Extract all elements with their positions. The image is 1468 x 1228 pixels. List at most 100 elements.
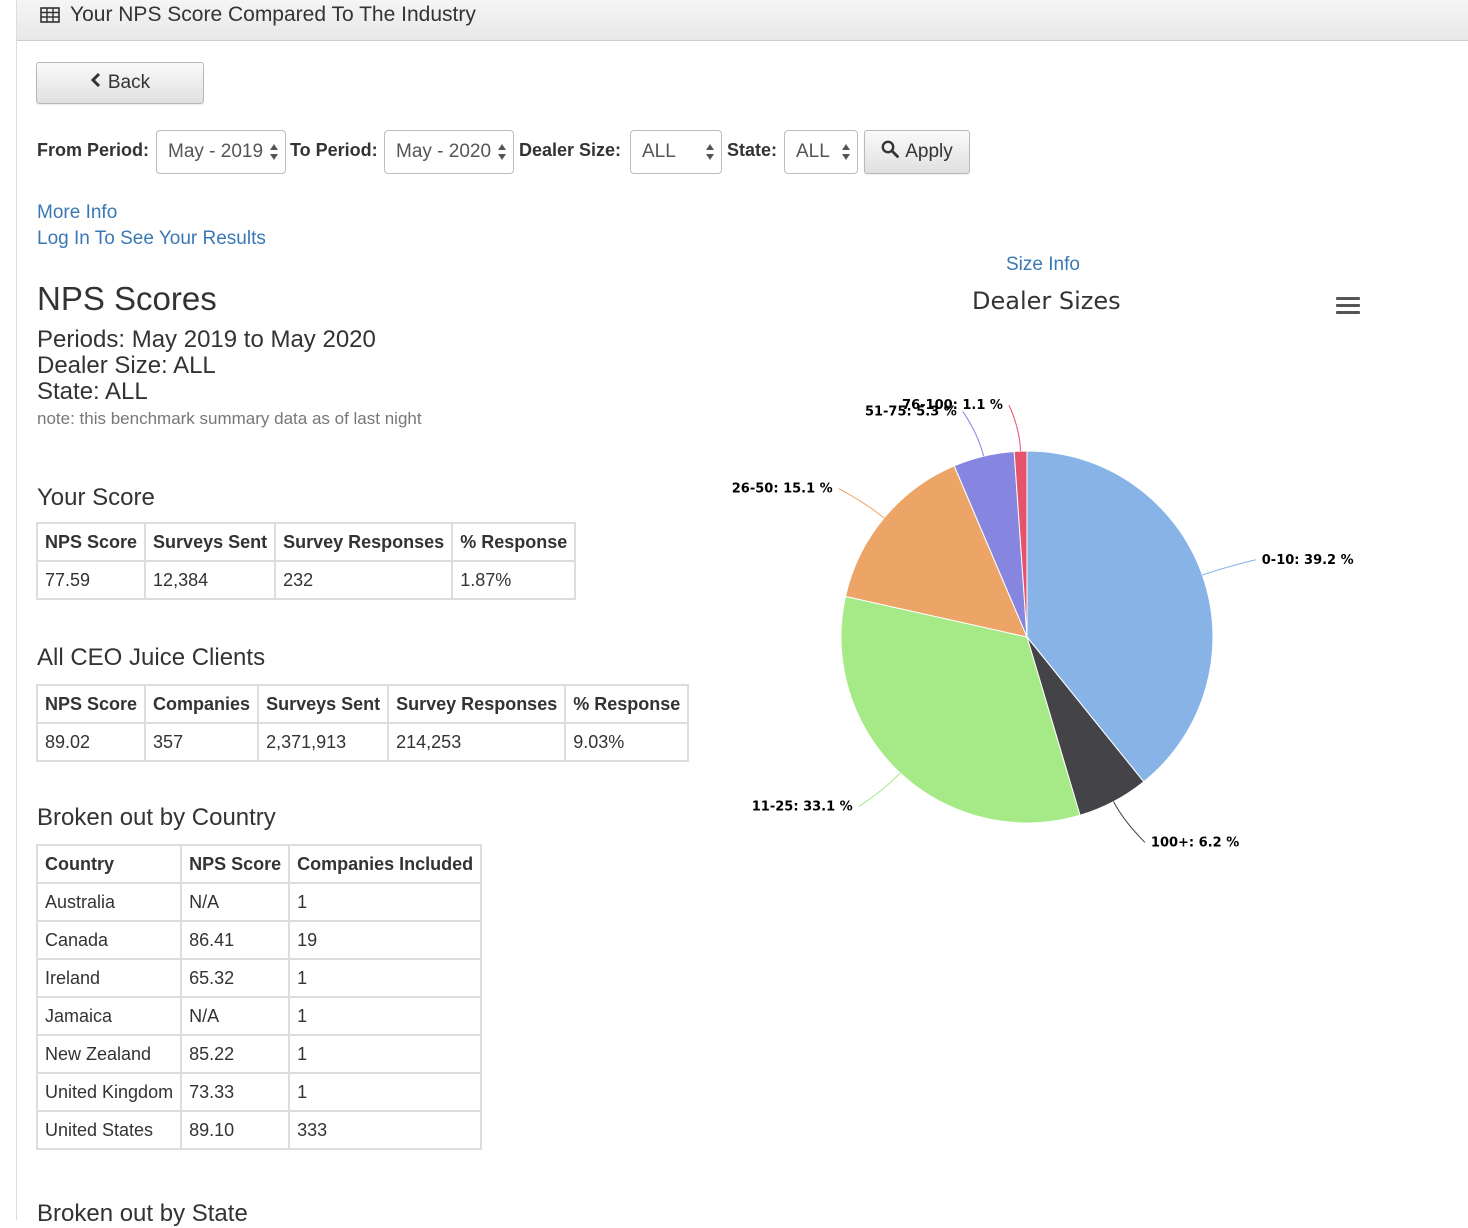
col-header: % Response (564, 684, 690, 724)
col-header: NPS Score (180, 844, 291, 884)
col-header: % Response (451, 522, 577, 562)
pie-connector-26-50 (838, 488, 885, 519)
dealer-size-label: Dealer Size: (519, 140, 622, 160)
size-info-link[interactable]: Size Info (1006, 254, 1080, 275)
table-row: 89.02 357 2,371,913 214,253 9.03% (35, 722, 690, 762)
page-title: NPS Scores (37, 280, 217, 317)
table-cell: United States (35, 1110, 183, 1150)
table-cell: 12,384 (144, 560, 277, 600)
from-period-select[interactable]: May - 2019 (156, 130, 286, 174)
pie-slice-0-10[interactable] (1026, 450, 1214, 783)
apply-button[interactable]: Apply (864, 130, 970, 174)
state-value: ALL (796, 141, 830, 162)
table-row: Canada 86.41 19 (35, 920, 483, 960)
pie-connector-0-10 (1202, 559, 1256, 576)
table-cell: 214,253 (387, 722, 567, 762)
pie-slice-11-25[interactable] (840, 595, 1081, 824)
table-cell: Canada (35, 920, 183, 960)
state-text: State: ALL (37, 378, 148, 405)
table-row: Ireland 65.32 1 (35, 958, 483, 998)
dealer-size-text: Dealer Size: ALL (37, 352, 216, 379)
search-icon (881, 140, 900, 164)
to-period-label: To Period: (290, 140, 378, 160)
col-header: Country (35, 844, 183, 884)
periods-text: Periods: May 2019 to May 2020 (37, 326, 376, 353)
table-cell: 1 (288, 1034, 483, 1074)
back-button[interactable]: Back (36, 62, 204, 104)
to-period-value: May - 2020 (396, 141, 492, 162)
table-cell: 9.03% (564, 722, 690, 762)
select-arrows-icon (705, 142, 715, 168)
panel-title: Your NPS Score Compared To The Industry (70, 3, 476, 26)
table-row: United Kingdom 73.33 1 (35, 1072, 483, 1112)
dealer-size-select[interactable]: ALL (630, 130, 722, 174)
table-cell: 77.59 (35, 560, 147, 600)
table-cell: Jamaica (35, 996, 183, 1036)
state-select[interactable]: ALL (784, 130, 858, 174)
pie-data-label-26-50: 26-50: 15.1 % (732, 482, 833, 497)
table-cell: 65.32 (180, 958, 291, 998)
table-row: Jamaica N/A 1 (35, 996, 483, 1036)
col-header: NPS Score (35, 522, 147, 562)
table-cell: 1 (288, 1072, 483, 1112)
by-country-heading: Broken out by Country (37, 804, 276, 831)
col-header: Surveys Sent (144, 522, 277, 562)
select-arrows-icon (269, 142, 279, 168)
table-cell: 73.33 (180, 1072, 291, 1112)
pie-data-label-0-10: 0-10: 39.2 % (1262, 553, 1354, 568)
table-cell: Australia (35, 882, 183, 922)
table-row: Australia N/A 1 (35, 882, 483, 922)
pie-connector-51-75 (962, 411, 985, 457)
table-row: New Zealand 85.22 1 (35, 1034, 483, 1074)
col-header: Survey Responses (274, 522, 454, 562)
pie-slice-76-100[interactable] (1013, 450, 1028, 638)
table-cell: United Kingdom (35, 1072, 183, 1112)
state-label: State: (727, 140, 778, 160)
table-cell: 89.10 (180, 1110, 291, 1150)
all-clients-table: NPS Score Companies Surveys Sent Survey … (35, 684, 690, 762)
table-cell: 86.41 (180, 920, 291, 960)
panel-heading: Your NPS Score Compared To The Industry (17, 0, 1468, 41)
table-cell: 1 (288, 882, 483, 922)
to-period-select[interactable]: May - 2020 (384, 130, 514, 174)
table-cell: 1.87% (451, 560, 577, 600)
chart-menu-icon[interactable] (1336, 297, 1360, 317)
all-clients-heading: All CEO Juice Clients (37, 644, 266, 671)
benchmark-note: note: this benchmark summary data as of … (37, 409, 422, 428)
table-cell: Ireland (35, 958, 183, 998)
chart-title: Dealer Sizes (972, 287, 1121, 315)
log-in-link[interactable]: Log In To See Your Results (37, 228, 266, 249)
your-score-heading: Your Score (37, 484, 155, 511)
col-header: Companies Included (288, 844, 483, 884)
pie-data-label-100+: 100+: 6.2 % (1151, 835, 1239, 850)
more-info-link[interactable]: More Info (37, 202, 118, 223)
table-header-row: NPS Score Companies Surveys Sent Survey … (35, 684, 690, 724)
by-state-heading: Broken out by State (37, 1200, 248, 1227)
select-arrows-icon (841, 142, 851, 168)
table-cell: 1 (288, 958, 483, 998)
col-header: NPS Score (35, 684, 147, 724)
table-cell: N/A (180, 996, 291, 1036)
your-score-table: NPS Score Surveys Sent Survey Responses … (35, 522, 577, 600)
pie-connector-100+ (1113, 801, 1146, 843)
col-header: Companies (144, 684, 260, 724)
dealer-size-value: ALL (642, 141, 676, 162)
table-cell: 1 (288, 996, 483, 1036)
chevron-left-icon (90, 72, 102, 94)
pie-connector-76-100 (1008, 404, 1022, 452)
pie-data-label-76-100: 76-100: 1.1 % (902, 398, 1003, 413)
from-period-value: May - 2019 (168, 141, 264, 162)
table-header-row: NPS Score Surveys Sent Survey Responses … (35, 522, 577, 562)
dealer-sizes-pie-chart: 0-10: 39.2 % 100+: 6.2 % 11-25: 33.1 % 26-5… (732, 398, 1354, 850)
table-header-row: Country NPS Score Companies Included (35, 844, 483, 884)
table-cell: 85.22 (180, 1034, 291, 1074)
table-row: United States 89.10 333 (35, 1110, 483, 1150)
table-cell: 357 (144, 722, 260, 762)
table-cell: New Zealand (35, 1034, 183, 1074)
table-cell: 232 (274, 560, 454, 600)
table-row: 77.59 12,384 232 1.87% (35, 560, 577, 600)
table-cell: 89.02 (35, 722, 147, 762)
table-cell: 333 (288, 1110, 483, 1150)
table-cell: N/A (180, 882, 291, 922)
select-arrows-icon (497, 142, 507, 168)
